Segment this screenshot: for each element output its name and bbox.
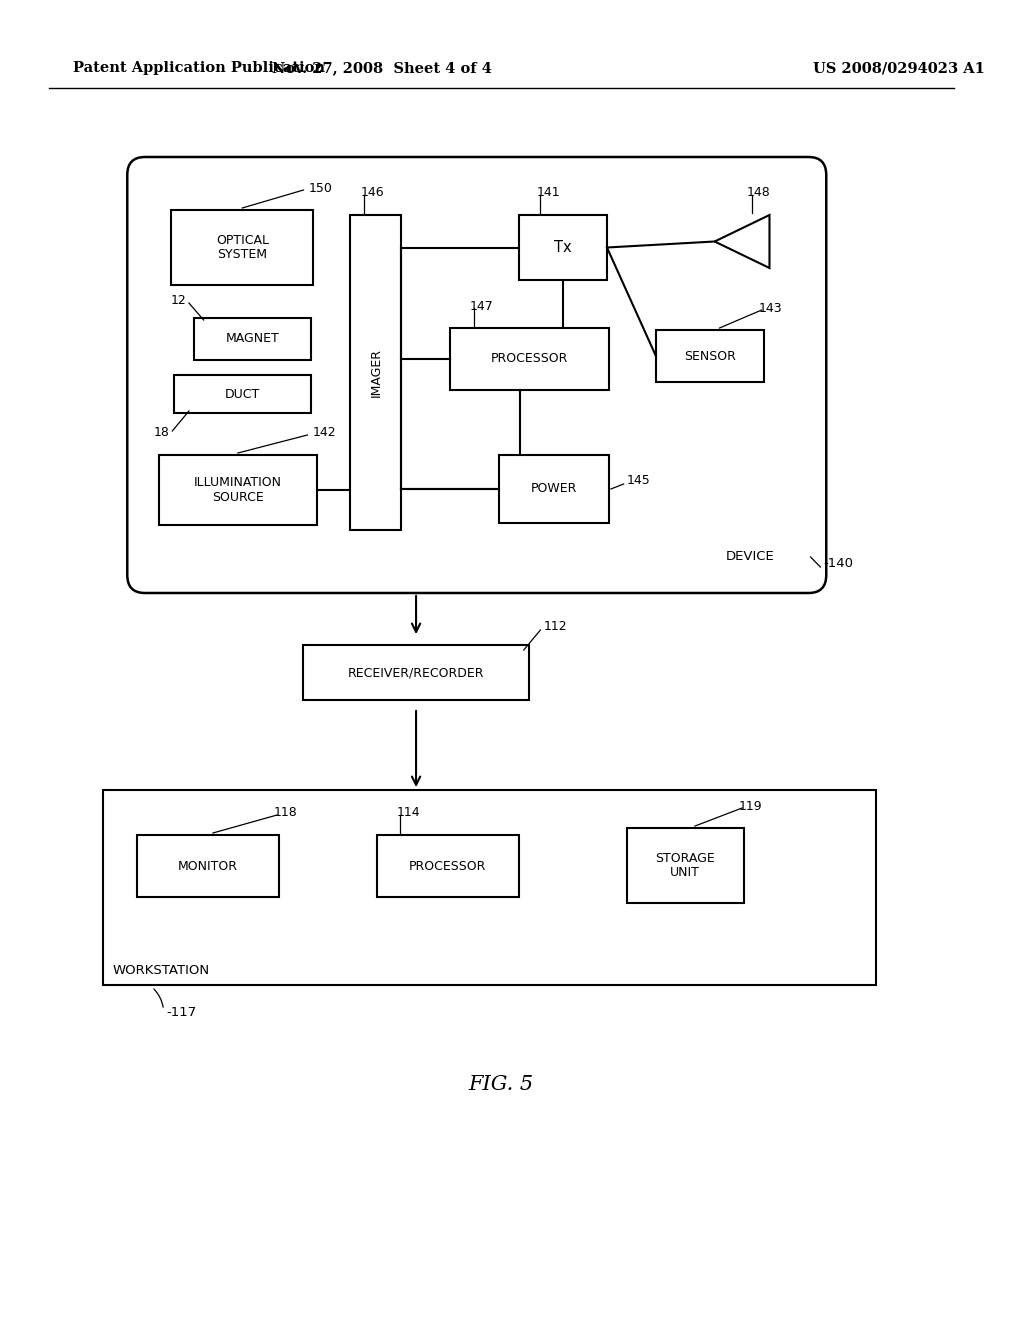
Text: IMAGER: IMAGER (370, 348, 382, 397)
Bar (656, 330, 764, 381)
Bar (303, 645, 528, 700)
Text: 141: 141 (537, 186, 560, 199)
Text: 148: 148 (746, 186, 771, 199)
Text: DUCT: DUCT (225, 388, 260, 400)
Text: MAGNET: MAGNET (225, 333, 280, 346)
Text: Tx: Tx (554, 240, 571, 255)
Text: 143: 143 (759, 301, 782, 314)
Text: 114: 114 (396, 807, 420, 820)
Bar (171, 210, 313, 285)
Bar (194, 318, 311, 360)
Text: OPTICAL
SYSTEM: OPTICAL SYSTEM (216, 234, 268, 261)
Text: 18: 18 (154, 426, 169, 440)
Text: 146: 146 (360, 186, 384, 199)
Text: STORAGE
UNIT: STORAGE UNIT (655, 851, 715, 879)
Text: 142: 142 (312, 426, 336, 440)
Polygon shape (715, 215, 769, 268)
Text: PROCESSOR: PROCESSOR (490, 352, 568, 366)
Bar (627, 828, 744, 903)
Bar (174, 375, 311, 413)
Bar (350, 215, 401, 531)
Text: 112: 112 (544, 620, 567, 634)
FancyBboxPatch shape (127, 157, 826, 593)
Text: RECEIVER/RECORDER: RECEIVER/RECORDER (348, 667, 484, 678)
Text: -140: -140 (823, 557, 853, 570)
Bar (500, 455, 609, 523)
Text: 12: 12 (170, 293, 186, 306)
Text: PROCESSOR: PROCESSOR (410, 859, 486, 873)
Text: MONITOR: MONITOR (178, 859, 238, 873)
Text: US 2008/0294023 A1: US 2008/0294023 A1 (813, 61, 984, 75)
Text: WORKSTATION: WORKSTATION (113, 964, 210, 977)
Text: 119: 119 (739, 800, 763, 813)
Bar (102, 789, 877, 985)
Bar (519, 215, 607, 280)
Text: 150: 150 (308, 181, 332, 194)
Text: DEVICE: DEVICE (726, 550, 774, 564)
Text: 118: 118 (274, 807, 298, 820)
Bar (451, 327, 609, 389)
Text: Nov. 27, 2008  Sheet 4 of 4: Nov. 27, 2008 Sheet 4 of 4 (271, 61, 492, 75)
Text: 147: 147 (470, 300, 494, 313)
Bar (377, 836, 519, 898)
Text: -117: -117 (167, 1006, 197, 1019)
Text: Patent Application Publication: Patent Application Publication (74, 61, 326, 75)
Bar (137, 836, 279, 898)
Text: ILLUMINATION
SOURCE: ILLUMINATION SOURCE (194, 477, 282, 504)
Bar (159, 455, 317, 525)
Text: SENSOR: SENSOR (684, 350, 735, 363)
Text: POWER: POWER (530, 483, 578, 495)
Text: FIG. 5: FIG. 5 (469, 1076, 534, 1094)
Text: 145: 145 (627, 474, 650, 487)
